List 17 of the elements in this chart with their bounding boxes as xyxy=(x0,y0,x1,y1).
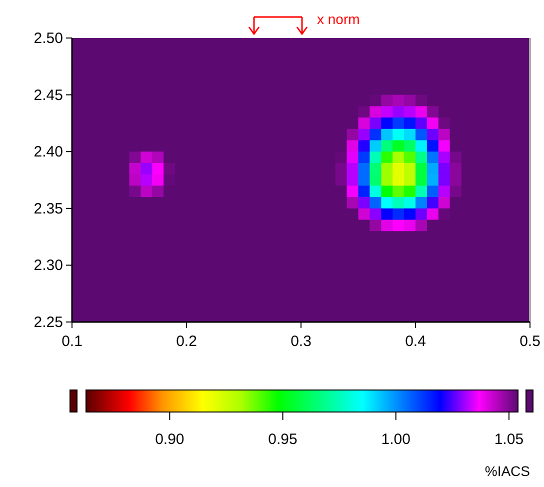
y-tick-label: 2.35 xyxy=(34,200,63,218)
color-bar-label: 1.05 xyxy=(494,431,524,448)
x-tick-label: 0.3 xyxy=(290,333,312,350)
color-bar-label: 1.00 xyxy=(381,431,410,448)
text: x norm xyxy=(317,11,360,27)
x-tick-label: 0.1 xyxy=(62,333,82,350)
y-tick-label: 2.50 xyxy=(34,30,63,47)
color-bar-title: %IACS xyxy=(484,463,530,479)
x-tick-label: 0.4 xyxy=(405,333,426,350)
x-tick-label: 0.5 xyxy=(520,333,540,350)
x-tick-label: 0.2 xyxy=(176,333,197,350)
color-bar-label: 0.95 xyxy=(268,431,298,448)
y-tick-label: 2.30 xyxy=(34,257,63,274)
y-tick-label: 2.40 xyxy=(34,144,63,161)
color-bar-label: 0.90 xyxy=(155,431,184,448)
y-tick-label: 2.45 xyxy=(34,86,63,104)
y-tick-label: 2.25 xyxy=(34,314,63,331)
